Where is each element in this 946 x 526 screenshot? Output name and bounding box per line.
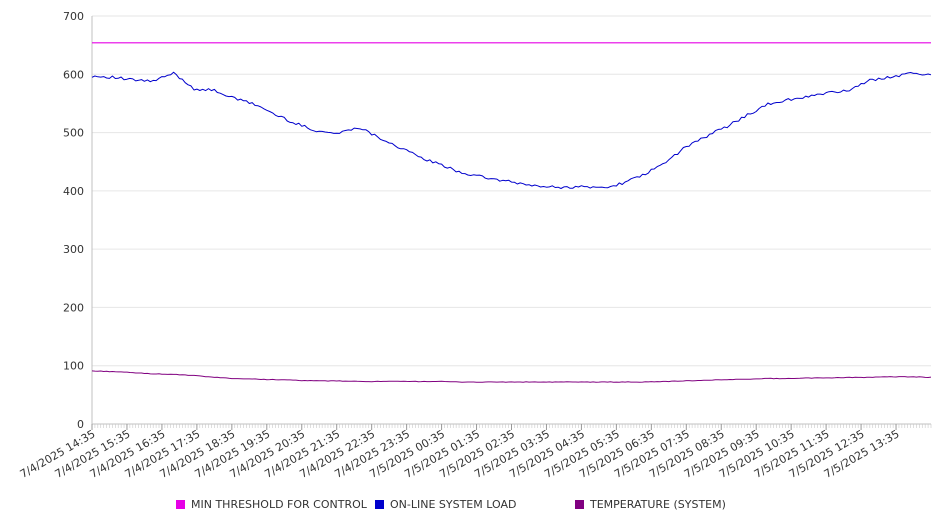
legend-swatch-min-threshold bbox=[176, 500, 185, 509]
y-tick-label-100: 100 bbox=[63, 360, 84, 373]
legend-item-min-threshold[interactable]: MIN THRESHOLD FOR CONTROL bbox=[176, 498, 367, 511]
legend-swatch-system-load bbox=[375, 500, 384, 509]
series-line-on-line-system-load[interactable] bbox=[91, 71, 932, 189]
y-tick-label-700: 700 bbox=[63, 10, 84, 23]
legend-label-min-threshold: MIN THRESHOLD FOR CONTROL bbox=[191, 498, 367, 511]
y-tick-label-0: 0 bbox=[77, 418, 84, 431]
y-tick-label-500: 500 bbox=[63, 127, 84, 140]
y-tick-label-300: 300 bbox=[63, 243, 84, 256]
series-line-temperature-system[interactable] bbox=[91, 370, 932, 383]
legend: MIN THRESHOLD FOR CONTROL ON-LINE SYSTEM… bbox=[0, 498, 946, 516]
legend-swatch-temperature bbox=[575, 500, 584, 509]
legend-label-temperature: TEMPERATURE (SYSTEM) bbox=[590, 498, 726, 511]
legend-item-temperature[interactable]: TEMPERATURE (SYSTEM) bbox=[575, 498, 726, 511]
legend-label-system-load: ON-LINE SYSTEM LOAD bbox=[390, 498, 517, 511]
legend-item-system-load[interactable]: ON-LINE SYSTEM LOAD bbox=[375, 498, 516, 511]
y-tick-label-400: 400 bbox=[63, 185, 84, 198]
y-tick-label-200: 200 bbox=[63, 301, 84, 314]
y-tick-label-600: 600 bbox=[63, 68, 84, 81]
